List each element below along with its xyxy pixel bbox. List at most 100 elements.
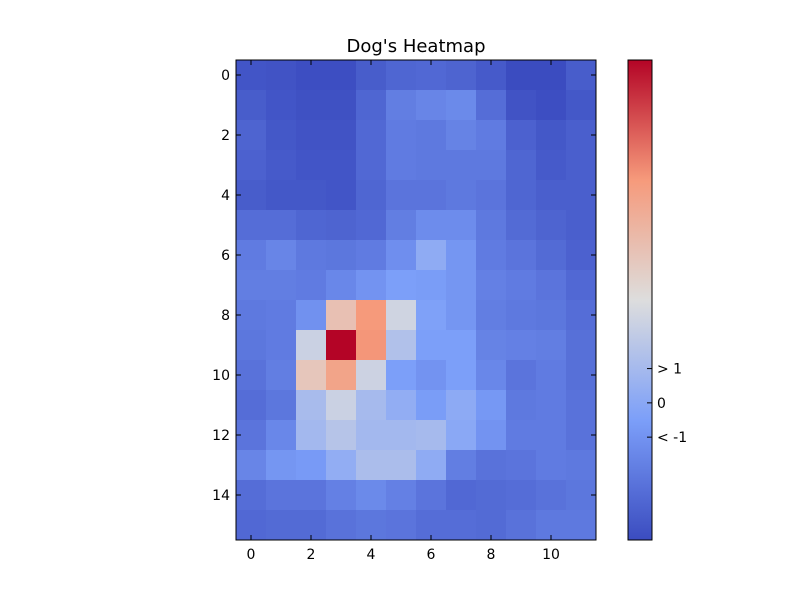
heatmap-cell xyxy=(536,330,567,361)
heatmap-cell xyxy=(266,420,297,451)
heatmap-cell xyxy=(536,150,567,181)
heatmap-cell xyxy=(296,450,327,481)
heatmap-cell xyxy=(236,120,267,151)
heatmap-cell xyxy=(326,240,357,271)
heatmap-cell xyxy=(476,300,507,331)
y-tick-label: 8 xyxy=(221,308,230,324)
heatmap-cell xyxy=(446,180,477,211)
heatmap-cell xyxy=(296,210,327,241)
heatmap-cell xyxy=(266,480,297,511)
heatmap-cell xyxy=(476,90,507,121)
heatmap-cell xyxy=(416,420,447,451)
heatmap-cell xyxy=(236,300,267,331)
heatmap-cell xyxy=(296,150,327,181)
heatmap-cell xyxy=(446,300,477,331)
heatmap-cell xyxy=(236,210,267,241)
heatmap-cell xyxy=(446,360,477,391)
heatmap-cell xyxy=(506,240,537,271)
heatmap-cell xyxy=(326,90,357,121)
heatmap-cell xyxy=(386,420,417,451)
x-axis-ticks: 0 2 4 6 8 10 xyxy=(247,60,560,563)
heatmap-cell xyxy=(296,120,327,151)
heatmap-cell xyxy=(506,300,537,331)
heatmap-cell xyxy=(566,90,597,121)
heatmap-cell xyxy=(296,240,327,271)
heatmap-cell xyxy=(236,390,267,421)
heatmap-cell xyxy=(506,420,537,451)
heatmap-cell xyxy=(446,210,477,241)
heatmap-cell xyxy=(476,360,507,391)
heatmap-cell xyxy=(506,450,537,481)
heatmap-cell xyxy=(446,240,477,271)
heatmap-cell xyxy=(386,210,417,241)
heatmap-cell xyxy=(416,360,447,391)
heatmap-cell xyxy=(326,390,357,421)
colorbar-tick-label: < -1 xyxy=(657,430,687,446)
heatmap-cell xyxy=(356,240,387,271)
heatmap-cell xyxy=(296,330,327,361)
heatmap-cell xyxy=(446,480,477,511)
heatmap-cell xyxy=(236,60,267,91)
heatmap-cell xyxy=(446,120,477,151)
colorbar-tick-label: 0 xyxy=(657,396,666,412)
heatmap-cell xyxy=(236,330,267,361)
heatmap-cell xyxy=(536,90,567,121)
heatmap-cell xyxy=(506,360,537,391)
x-tick-label: 6 xyxy=(427,547,436,563)
heatmap-cell xyxy=(476,180,507,211)
heatmap-cell xyxy=(296,180,327,211)
heatmap-cell xyxy=(386,300,417,331)
heatmap-cell xyxy=(326,210,357,241)
y-tick-label: 2 xyxy=(221,128,230,144)
heatmap-cell xyxy=(566,450,597,481)
y-tick-label: 12 xyxy=(212,428,230,444)
heatmap-cell xyxy=(536,60,567,91)
heatmap-cell xyxy=(356,390,387,421)
chart-title: Dog's Heatmap xyxy=(346,36,485,57)
heatmap-cell xyxy=(356,420,387,451)
heatmap-cell xyxy=(296,60,327,91)
heatmap-cell xyxy=(356,330,387,361)
heatmap-cell xyxy=(266,300,297,331)
axes-frame xyxy=(235,59,597,541)
heatmap-cell xyxy=(416,90,447,121)
heatmap-cell xyxy=(506,150,537,181)
heatmap-cell xyxy=(506,120,537,151)
heatmap-cell xyxy=(236,420,267,451)
heatmap-cell xyxy=(506,330,537,361)
y-tick-label: 4 xyxy=(221,188,230,204)
heatmap-cell xyxy=(446,420,477,451)
heatmap-cell xyxy=(446,90,477,121)
heatmap-cell xyxy=(356,150,387,181)
heatmap-cell xyxy=(506,90,537,121)
heatmap-cell xyxy=(476,270,507,301)
heatmap-cell xyxy=(476,240,507,271)
heatmap-cell xyxy=(386,120,417,151)
heatmap-cell xyxy=(326,420,357,451)
heatmap-cell xyxy=(506,510,537,541)
heatmap-cell xyxy=(536,360,567,391)
heatmap-cell xyxy=(386,450,417,481)
heatmap-cell xyxy=(266,150,297,181)
y-axis-ticks: 0 2 4 6 8 10 12 14 xyxy=(212,68,596,504)
heatmap-cell xyxy=(386,390,417,421)
heatmap-cell xyxy=(266,210,297,241)
heatmap-cell xyxy=(266,390,297,421)
heatmap-cell xyxy=(236,180,267,211)
heatmap-cell xyxy=(536,450,567,481)
heatmap-cell xyxy=(416,60,447,91)
colorbar xyxy=(627,59,653,541)
heatmap-cell xyxy=(326,120,357,151)
heatmap-cell xyxy=(506,480,537,511)
heatmap-cell xyxy=(476,480,507,511)
heatmap-cell xyxy=(266,180,297,211)
heatmap-cell xyxy=(326,330,357,361)
heatmap-cell xyxy=(296,360,327,391)
colorbar-ticks: > 1 0 < -1 xyxy=(647,362,687,446)
heatmap-cell xyxy=(386,330,417,361)
heatmap-cell xyxy=(416,330,447,361)
x-tick-label: 0 xyxy=(247,547,256,563)
heatmap-cell xyxy=(416,300,447,331)
heatmap-cell xyxy=(506,390,537,421)
heatmap-cell xyxy=(566,210,597,241)
